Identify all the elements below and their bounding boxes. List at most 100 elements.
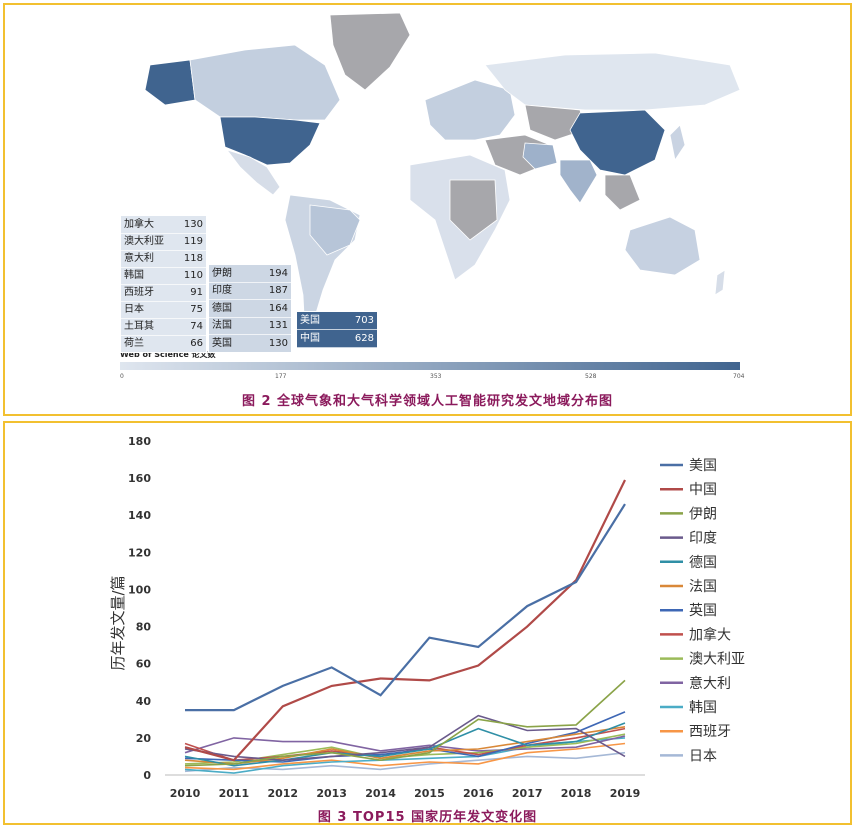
country-name: 法国: [212, 320, 232, 332]
series-line-11: [184, 742, 626, 771]
legend-label: 韩国: [689, 700, 717, 716]
x-tick-label: 2019: [610, 787, 641, 800]
x-tick-label: 2016: [463, 787, 494, 800]
y-tick-label: 120: [128, 546, 151, 559]
x-tick-label: 2012: [267, 787, 298, 800]
country-name: 澳大利亚: [124, 236, 164, 247]
x-tick-label: 2010: [170, 787, 201, 800]
country-name: 美国: [300, 315, 320, 326]
ranking-row: 日本 75: [121, 301, 206, 319]
country-name: 土耳其: [124, 321, 154, 332]
ranking-table-mid: 伊朗 194 印度 187 德国 164 法国 131 英国 130: [208, 264, 292, 353]
map-region-iran: [522, 142, 558, 170]
country-name: 德国: [212, 302, 232, 314]
legend-tick: 177: [275, 373, 287, 380]
legend-tick: 0: [120, 373, 124, 380]
paper-count: 703: [354, 315, 374, 326]
ranking-row: 伊朗 194: [209, 265, 291, 283]
country-name: 伊朗: [212, 268, 232, 279]
legend-label: 意大利: [689, 675, 731, 692]
y-tick-label: 100: [128, 583, 151, 596]
ranking-row: 土耳其 74: [121, 318, 206, 336]
paper-count: 91: [190, 287, 203, 298]
legend-label: 西班牙: [689, 724, 731, 740]
map-region-japan: [669, 124, 686, 162]
figure-3-panel: 0 20 40 60 80 100 120 140 160 180 2010 2011 2012 2013…: [3, 421, 852, 825]
paper-count: 66: [190, 338, 203, 349]
map-region-se-asia: [604, 174, 641, 211]
y-tick-label: 20: [136, 732, 152, 745]
x-tick-label: 2013: [316, 787, 347, 800]
x-tick-label: 2018: [561, 787, 592, 800]
series-line-1: [184, 479, 626, 762]
map-region-europe: [424, 79, 516, 141]
y-axis-label: 历年发文量/篇: [109, 575, 127, 670]
legend-gradient-bar: [120, 362, 740, 370]
figure-2-caption: 图 2 全球气象和大气科学领域人工智能研究发文地域分布图: [241, 394, 614, 409]
x-tick-label: 2011: [219, 787, 250, 800]
ranking-row: 澳大利亚 119: [121, 233, 206, 251]
paper-count: 187: [268, 285, 288, 297]
y-tick-label: 60: [136, 658, 152, 671]
ranking-row: 德国 164: [209, 300, 291, 318]
map-region-mexico: [225, 149, 281, 196]
ranking-row: 加拿大 130: [121, 216, 206, 234]
map-region-russia: [484, 52, 741, 111]
y-tick-label: 160: [128, 472, 151, 485]
map-region-canada: [189, 44, 341, 121]
map-region-new-zealand: [714, 269, 726, 296]
country-name: 荷兰: [124, 338, 144, 349]
ranking-row: 法国 131: [209, 317, 291, 336]
map-region-australia: [624, 216, 701, 276]
country-name: 意大利: [124, 253, 154, 264]
paper-count: 164: [268, 302, 288, 314]
series-line-10: [184, 737, 626, 774]
ranking-row: 意大利 118: [121, 250, 206, 268]
legend-label: 日本: [689, 748, 717, 764]
figure-3-caption: 图 3 TOP15 国家历年发文变化图: [317, 810, 538, 825]
legend-label: 印度: [689, 531, 717, 547]
ranking-row: 韩国 110: [121, 267, 206, 285]
series-line-9: [184, 735, 626, 754]
series-line-2: [184, 679, 626, 767]
line-chart: 0 20 40 60 80 100 120 140 160 180 2010 2011 2012 2013…: [109, 435, 745, 800]
ranking-table-right: 美国 703 中国 628: [296, 311, 378, 349]
series-line-12: [184, 751, 626, 773]
legend-label: 法国: [689, 579, 717, 595]
y-tick-label: 180: [128, 435, 151, 448]
paper-count: 628: [354, 333, 374, 344]
map-region-alaska: [144, 59, 196, 106]
legend-title: Web of Science 论文数: [120, 349, 217, 359]
ranking-row: 美国 703: [297, 312, 377, 330]
map-region-central-asia: [524, 104, 586, 141]
figure-2-panel: Web of Science 论文数 0 177 353 528 704 加拿大…: [3, 3, 852, 416]
ranking-row: 英国 130: [209, 335, 291, 353]
map-region-brazil: [309, 204, 361, 256]
paper-count: 130: [268, 337, 288, 349]
x-tick-label: 2017: [512, 787, 543, 800]
ranking-row: 中国 628: [297, 330, 377, 348]
country-name: 西班牙: [124, 287, 154, 298]
legend-label: 英国: [689, 602, 717, 619]
country-name: 加拿大: [124, 219, 154, 230]
series-line-4: [184, 722, 626, 767]
ranking-row: 西班牙 91: [121, 284, 206, 302]
legend-label: 中国: [689, 482, 717, 498]
paper-count: 130: [183, 219, 203, 230]
legend-tick: 528: [585, 373, 597, 380]
map-region-usa: [219, 116, 321, 166]
paper-count: 131: [268, 320, 288, 332]
country-name: 英国: [212, 337, 232, 349]
map-region-africa-central: [449, 179, 498, 241]
series-line-0: [185, 503, 626, 712]
legend-tick: 704: [733, 373, 745, 380]
legend-label: 澳大利亚: [689, 652, 745, 668]
country-name: 中国: [300, 333, 320, 344]
map-region-greenland: [329, 12, 411, 91]
ranking-row: 印度 187: [209, 282, 291, 301]
ranking-row: 荷兰 66: [121, 335, 206, 353]
legend-label: 美国: [689, 458, 717, 474]
y-tick-label: 140: [128, 509, 151, 522]
legend-label: 伊朗: [689, 506, 717, 522]
series-line-5: [184, 726, 626, 765]
